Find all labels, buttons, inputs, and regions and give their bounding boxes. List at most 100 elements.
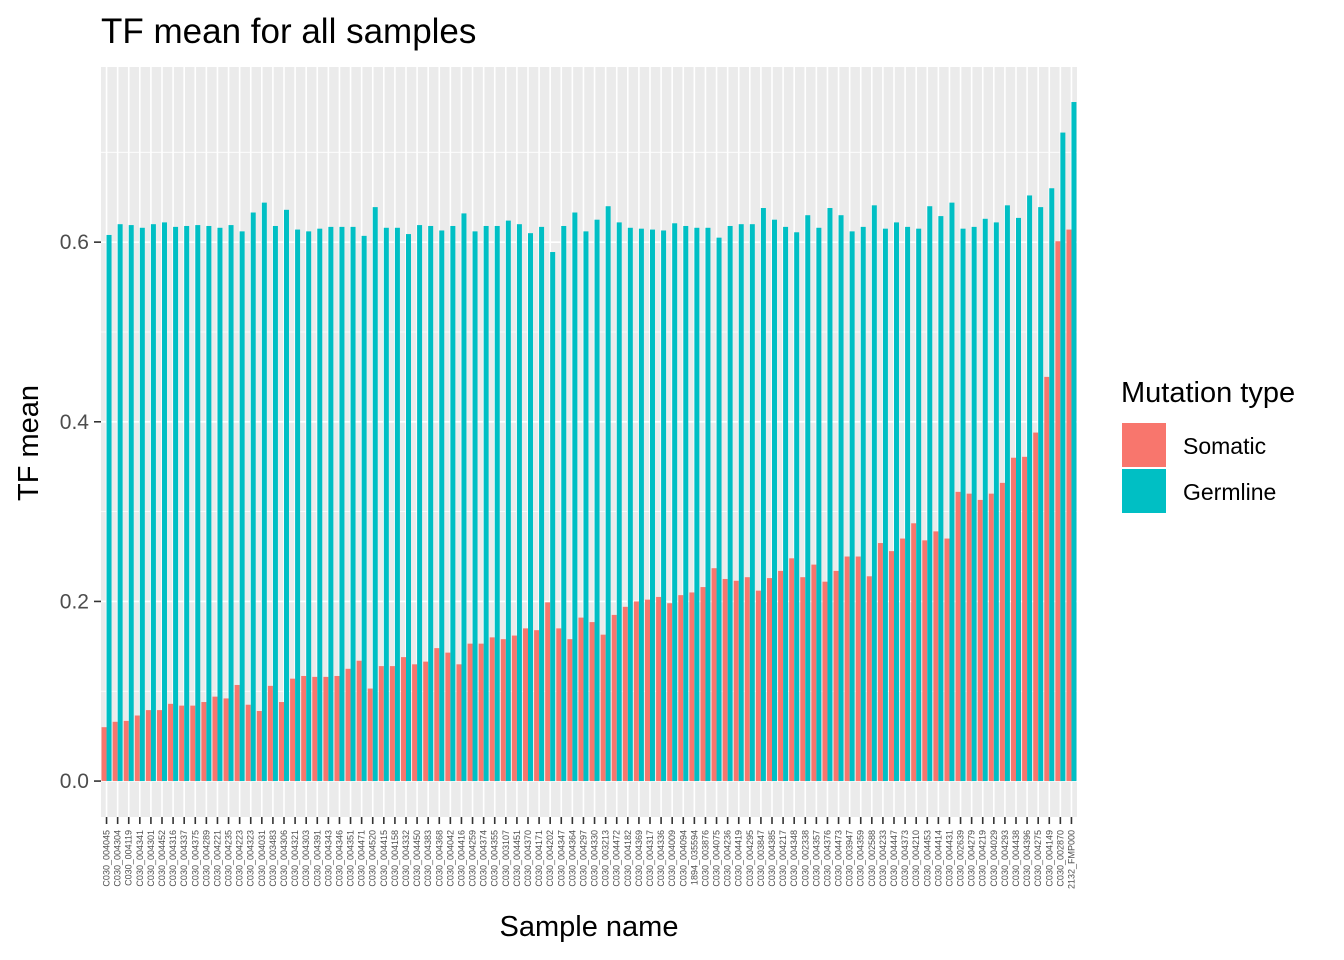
bar-somatic-C030_004453 — [922, 540, 928, 782]
bar-germline-C030_004075 — [716, 237, 722, 782]
x-tick-label: C030_004303 — [301, 830, 311, 887]
x-tick-label: C030_004520 — [368, 830, 378, 887]
bar-germline-C030_004447 — [894, 222, 899, 782]
bar-germline-C030_004094 — [683, 225, 689, 782]
bar-somatic-C030_004259 — [467, 643, 473, 782]
bar-somatic-2132_FMP000 — [1066, 229, 1072, 782]
bar-somatic-C030_004316 — [168, 703, 174, 782]
bar-somatic-C030_004348 — [789, 558, 795, 782]
bar-germline-C030_004306 — [284, 209, 289, 782]
bar-germline-C030_004031 — [261, 202, 267, 782]
bar-germline-C030_004289 — [206, 225, 212, 782]
x-tick-label: C030_004374 — [479, 830, 489, 887]
x-tick-label: C030_004447 — [889, 830, 899, 887]
bar-germline-2132_FMP000 — [1071, 102, 1077, 782]
x-tick-label: C030_004031 — [257, 830, 267, 887]
bar-somatic-C030_004336 — [656, 596, 662, 782]
bar-germline-C030_004119 — [128, 225, 134, 782]
x-tick-label: C030_002338 — [800, 830, 810, 887]
x-tick-label: C030_002588 — [867, 830, 877, 887]
bar-germline-C030_004009 — [672, 223, 678, 782]
bar-somatic-C030_003107 — [500, 639, 506, 782]
bar-somatic-C030_004431 — [944, 538, 950, 782]
x-tick-label: C030_004219 — [978, 830, 988, 887]
bar-germline-C030_004259 — [472, 231, 478, 782]
bar-germline-C030_004332 — [406, 234, 411, 782]
bar-germline-C030_003213 — [605, 206, 611, 782]
bar-somatic-C030_004182 — [622, 606, 628, 782]
bar-somatic-C030_004414 — [933, 531, 939, 782]
bar-somatic-C030_004471 — [356, 660, 362, 782]
x-tick-label: C030_004317 — [645, 830, 655, 887]
x-tick-label: C030_004473 — [834, 830, 844, 887]
bar-somatic-C030_002639 — [955, 491, 961, 782]
bar-germline-C030_004383 — [428, 225, 434, 782]
bar-germline-C030_004375 — [195, 225, 201, 782]
bar-somatic-C030_004330 — [589, 622, 595, 782]
bar-germline-C030_004321 — [295, 229, 301, 782]
bar-germline-C030_004337 — [184, 225, 190, 782]
x-tick-label: C030_004330 — [590, 830, 600, 887]
x-tick-label: C030_004316 — [168, 830, 178, 887]
x-tick-label: C030_004321 — [290, 830, 300, 887]
bar-germline-C030_004279 — [971, 226, 977, 782]
x-tick-label: C030_004396 — [1022, 830, 1032, 887]
x-tick-label: C030_004341 — [135, 830, 145, 887]
bar-germline-C030_004451 — [516, 224, 522, 782]
bar-somatic-C030_004355 — [489, 637, 495, 782]
bar-somatic-C030_004075 — [711, 568, 717, 782]
x-tick-label: C030_004236 — [723, 830, 733, 887]
bar-germline-C030_004414 — [938, 216, 944, 782]
bar-germline-C030_004348 — [794, 232, 800, 782]
bar-somatic-C030_004383 — [423, 661, 429, 782]
x-tick-label: C030_004369 — [634, 830, 644, 887]
bar-germline-C030_004431 — [949, 202, 955, 782]
x-tick-label: C030_004029 — [989, 830, 999, 887]
bar-germline-1894_035594 — [694, 227, 700, 782]
x-tick-label: C030_004359 — [856, 830, 866, 887]
bar-germline-C030_002870 — [1060, 132, 1066, 782]
bar-germline-C030_004471 — [361, 235, 367, 782]
bar-germline-C030_004416 — [461, 213, 467, 782]
x-tick-label: C030_004202 — [545, 830, 555, 887]
x-tick-label: C030_003483 — [268, 830, 278, 887]
bar-somatic-C030_004364 — [567, 639, 573, 782]
bar-somatic-C030_004341 — [134, 715, 140, 782]
bar-somatic-C030_004045 — [101, 727, 107, 782]
bar-germline-C030_004520 — [372, 207, 378, 782]
bar-somatic-C030_004236 — [722, 578, 728, 782]
x-tick-label: C030_004346 — [334, 830, 344, 887]
x-tick-label: C030_004451 — [512, 830, 522, 887]
x-tick-label: C030_004364 — [567, 830, 577, 887]
bar-germline-C030_003847 — [760, 208, 766, 782]
x-tick-label: C030_004383 — [423, 830, 433, 887]
x-tick-label: C030_004348 — [789, 830, 799, 887]
bar-somatic-C030_002588 — [866, 576, 872, 782]
bar-germline-C030_004316 — [173, 226, 179, 782]
bar-somatic-C030_002870 — [1055, 241, 1061, 782]
x-tick-label: C030_004297 — [578, 830, 588, 887]
x-tick-label: C030_004293 — [1000, 830, 1010, 887]
bar-somatic-C030_004293 — [999, 482, 1005, 782]
bar-somatic-C030_004351 — [345, 668, 351, 782]
bar-germline-C030_004171 — [539, 226, 545, 782]
x-tick-label: C030_004149 — [1044, 830, 1054, 887]
bar-germline-C030_004473 — [838, 215, 844, 782]
x-tick-label: C030_004450 — [412, 830, 422, 887]
bar-germline-C030_004275 — [1038, 207, 1044, 782]
bar-somatic-C030_004149 — [1044, 376, 1050, 782]
bar-somatic-C030_004359 — [855, 556, 861, 782]
bar-somatic-C030_004451 — [511, 635, 517, 782]
bar-somatic-C030_004419 — [733, 580, 739, 782]
x-tick-label: C030_004391 — [312, 830, 322, 887]
bar-somatic-C030_004385 — [767, 578, 772, 782]
bar-germline-C030_004357 — [816, 227, 822, 782]
bar-somatic-C030_004337 — [179, 705, 185, 782]
bar-germline-C030_004235 — [228, 225, 234, 782]
bar-somatic-C030_004357 — [811, 564, 817, 782]
bar-somatic-C030_004295 — [744, 577, 750, 782]
bar-germline-C030_004351 — [350, 226, 356, 782]
bar-somatic-C030_004029 — [988, 493, 994, 782]
x-tick-label: C030_004009 — [667, 830, 677, 887]
x-tick-label: C030_003107 — [501, 830, 511, 887]
